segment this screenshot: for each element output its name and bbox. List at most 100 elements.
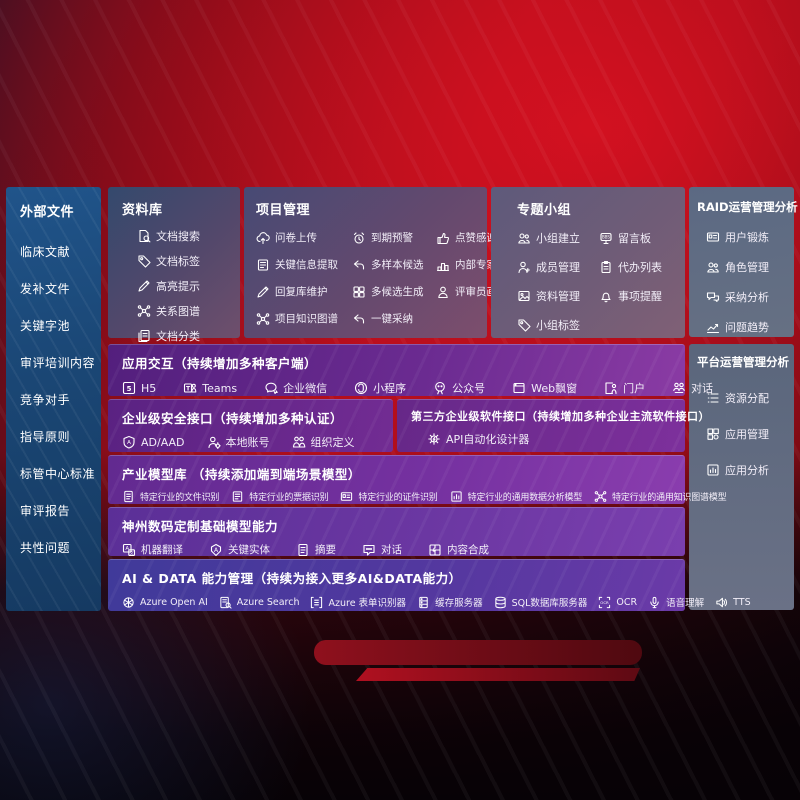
svg-text:T: T — [186, 385, 191, 392]
feature-item: 缓存服务器 — [417, 595, 483, 609]
feature-item: Azure 表单识别器 — [310, 595, 406, 609]
feature-item: 小程序 — [354, 380, 406, 396]
feature-item-label: 采纳分析 — [725, 291, 769, 304]
feature-item: 摘要 — [296, 542, 336, 557]
feature-item-label: 成员管理 — [536, 261, 580, 274]
reply-icon — [353, 313, 365, 324]
feature-item-label: 资料管理 — [536, 290, 580, 303]
feature-item: 到期预警 — [352, 230, 436, 245]
id-card-icon — [341, 492, 353, 501]
feature-item-label: 角色管理 — [725, 261, 769, 274]
sidebar-item-label: 审评报告 — [20, 504, 71, 518]
library-items: 文档搜索 文档标签 高亮提示 关系图谱 文档分类 — [137, 228, 240, 344]
feature-item-label: OCR — [616, 596, 638, 608]
security-interface-items: A AD/AAD 本地账号 组织定义 — [122, 434, 393, 450]
id-card-icon — [706, 232, 720, 242]
list-icon — [707, 393, 719, 403]
ocr-icon: OCR — [599, 596, 611, 608]
chat-icon — [363, 544, 375, 556]
feature-item-label: 语音理解 — [666, 598, 705, 609]
feature-item-label: 资源分配 — [725, 392, 769, 405]
sidebar-item-label: 共性问题 — [20, 541, 71, 555]
feature-item: 5 H5 — [122, 381, 156, 395]
external-files-list: 临床文献 发补文件 关键字池 审评培训内容 竞争对手 指导原则 标管中心标准 审… — [20, 243, 101, 556]
sidebar-item-label: 指导原则 — [20, 430, 71, 444]
feature-item: A 关键实体 — [209, 542, 270, 557]
feature-item-label: 特定行业的通用数据分析模型 — [467, 493, 583, 503]
doc-search-icon — [139, 229, 151, 243]
feature-item-label: 对话 — [691, 382, 714, 395]
platform-analysis-panel: 平台运营管理分析 资源分配 应用管理 应用分析 — [689, 344, 794, 610]
frame-chart-icon — [707, 464, 719, 476]
feature-item: SQL数据库服务器 — [494, 595, 587, 609]
feature-item: 一键采纳 — [352, 311, 436, 326]
feature-item: 关系图谱 — [137, 303, 240, 319]
feature-item: 特定行业的通用知识图谱模型 — [594, 490, 727, 503]
shield-ad-icon: A — [123, 435, 135, 449]
feature-item: 特定行业的票据识别 — [231, 490, 329, 503]
industry-model-title: 产业模型库 （持续添加端到端场景模型） — [122, 467, 361, 482]
thirdparty-interface-row: 第三方企业级软件接口（持续增加多种企业主流软件接口） API自动化设计器 — [397, 399, 710, 452]
feature-item: 内容合成 — [428, 542, 489, 557]
image-icon — [518, 290, 530, 302]
feature-item: 问题趋势 — [706, 319, 790, 335]
feature-item-label: Azure 表单识别器 — [328, 598, 407, 609]
feature-item-label: 公众号 — [452, 382, 486, 395]
pen-icon — [257, 285, 269, 298]
feature-item: 对话 — [672, 380, 713, 396]
portal-icon — [605, 382, 617, 395]
apps-icon — [707, 428, 719, 440]
sidebar-item-label: 标管中心标准 — [20, 467, 96, 481]
feature-item-label: 门户 — [623, 382, 646, 395]
sidebar-item-label: 发补文件 — [20, 282, 71, 296]
feature-item-label: 多样本候选 — [371, 259, 424, 271]
feature-item: 多候选生成 — [352, 284, 436, 299]
feature-item-label: 机器翻译 — [141, 544, 183, 556]
feature-item: OCR OCR — [598, 596, 637, 609]
qa-icon — [706, 292, 720, 303]
feature-item-label: 特定行业的证件识别 — [358, 493, 438, 503]
feature-item: 公众号 — [433, 380, 485, 396]
feature-item: 关键信息提取 — [256, 257, 352, 272]
feature-item-label: AD/AAD — [141, 435, 185, 449]
tag-icon — [518, 319, 531, 332]
pen-icon — [138, 280, 150, 292]
network-icon — [137, 305, 151, 317]
feature-item-label: 小程序 — [373, 382, 407, 395]
network-icon — [594, 491, 607, 502]
tag-icon — [138, 255, 151, 268]
rank-icon — [436, 262, 450, 271]
industry-model-row: 产业模型库 （持续添加端到端场景模型） 特定行业的文件识别 特定行业的票据识别 … — [108, 455, 727, 504]
feature-item: 小组标签 — [517, 317, 599, 333]
svg-text:文: 文 — [130, 549, 135, 556]
sidebar-item-label: 临床文献 — [20, 245, 71, 259]
feature-item-label: 代办列表 — [618, 261, 662, 274]
feature-item-label: 文档分类 — [156, 330, 200, 343]
doc-extract-icon — [233, 491, 243, 502]
feature-item: 文档分类 — [137, 328, 240, 344]
network-icon — [256, 312, 270, 325]
feature-item-label: 事项提醒 — [618, 290, 662, 303]
entity-a-icon: A — [210, 543, 222, 556]
feature-item: Azure Open AI — [122, 596, 208, 609]
app-interaction-title: 应用交互（持续增加多种客户端） — [122, 356, 318, 371]
feature-item: 多样本候选 — [352, 257, 436, 272]
thirdparty-interface-title: 第三方企业级软件接口（持续增加多种企业主流软件接口） — [411, 410, 710, 423]
decor-red-bar-thin — [356, 668, 640, 681]
trend-icon — [706, 323, 720, 334]
bell-icon — [601, 292, 611, 303]
feature-item-label: 文档搜索 — [156, 230, 200, 243]
openai-icon — [123, 596, 134, 608]
svg-text:BBS: BBS — [602, 234, 610, 239]
feature-item-label: 本地账号 — [225, 436, 270, 449]
window-icon — [513, 382, 525, 394]
feature-item: Azure Search — [219, 596, 299, 609]
raid-analysis-panel: RAID运营管理分析 用户锻炼 角色管理 采纳分析 问题趋势 — [689, 187, 798, 337]
sidebar-item: 竞争对手 — [20, 391, 101, 408]
feature-item-label: 问题趋势 — [725, 321, 769, 334]
feature-item-label: 组织定义 — [310, 436, 355, 449]
form-brackets-icon — [311, 596, 323, 608]
